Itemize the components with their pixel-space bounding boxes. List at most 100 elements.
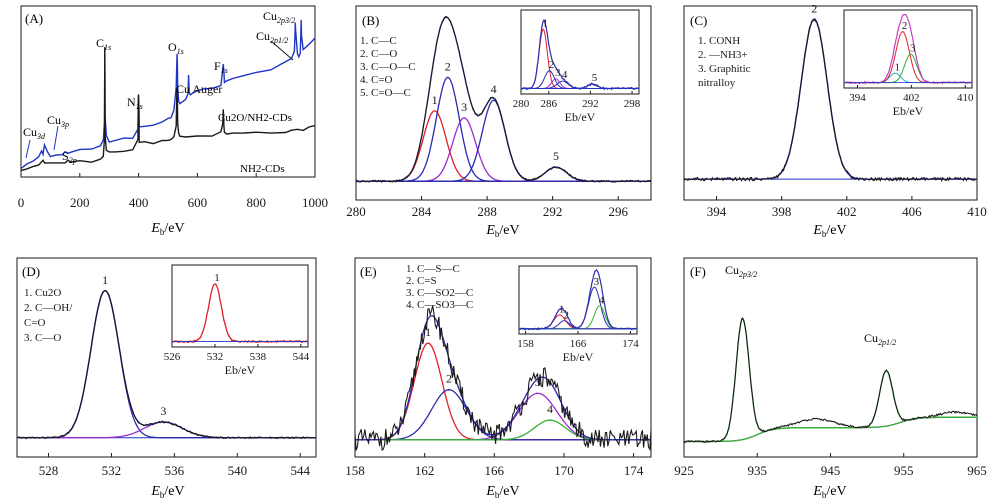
inset-tick-label: 532: [207, 351, 224, 363]
panel-a: 0 200 400 600 800 1000 (A) Cu3d Cu3p S2p C1s …: [18, 5, 328, 237]
panel-b-xlabel: Eb/eV: [485, 223, 519, 239]
legend-item-4: nitralloy: [698, 77, 736, 89]
peak-label-4: 4: [547, 402, 553, 416]
panel-d-frame: [16, 257, 317, 458]
inset-peak-label-1: 1: [542, 17, 548, 29]
fit-peak-1: [356, 110, 651, 182]
inset-xlabel: Eb/eV: [225, 363, 256, 377]
inset-tick-label: 292: [582, 98, 599, 110]
panel-a-annot-o1s: O1s: [168, 40, 184, 56]
panel-c-ticks: 394 398 402 406 410: [707, 196, 987, 219]
legend-item-4: 4. C—SO3—C: [406, 299, 473, 311]
panel-a-annot-cu3d: Cu3d: [23, 125, 46, 141]
peak-label-2: 2: [811, 1, 817, 15]
panel-a-annot-cu2p12: Cu2p1/2: [256, 29, 288, 45]
legend-item-2: 2. C—OH/: [24, 302, 73, 314]
series-line-cu2o-nh2-cds: [20, 19, 316, 170]
panel-a-series: [20, 19, 316, 172]
x-tick-label: 280: [346, 204, 366, 219]
panel-d-legend: 1. Cu2O 2. C—OH/C=O 3. C—O: [24, 287, 73, 344]
x-tick-label: 166: [485, 463, 505, 478]
panel-e: 158 162 166 170 174 12 34 (E) 1. C—S—C2. C=S3…: [345, 257, 652, 500]
x-tick-label: 394: [707, 204, 727, 219]
inset-peak-label-4: 4: [599, 294, 605, 306]
x-tick-label: 955: [894, 463, 914, 478]
legend-item-2: 2. —NH3+: [698, 49, 748, 61]
x-tick-label: 935: [748, 463, 768, 478]
inset-tick-label: 544: [293, 351, 310, 363]
inset-peak-label-1: 1: [559, 304, 565, 316]
panel-b-legend: 1. C—C2. C—O3. C—O—C4. C=O5. C=O—C: [360, 35, 416, 99]
inset-peak-label-2: 2: [563, 309, 569, 321]
legend-item-3: 3. C—O—C: [360, 61, 416, 73]
inset-peak-label-2: 2: [902, 20, 908, 32]
x-tick-label: 170: [554, 463, 574, 478]
raw-spectrum: [683, 317, 978, 444]
panel-d-label: (D): [22, 264, 40, 279]
x-tick-label: 544: [291, 463, 311, 478]
x-tick-label: 158: [345, 463, 365, 478]
x-tick-label: 528: [39, 463, 59, 478]
x-tick-label: 800: [246, 195, 266, 210]
panel-a-cu2p12-pointer: [270, 40, 294, 61]
panel-c-series: 2: [683, 1, 978, 183]
fit-peak-4: [356, 99, 651, 182]
peak-label-3: 3: [535, 375, 541, 389]
inset-tick-label: 298: [624, 98, 641, 110]
legend-item-5: 5. C=O—C: [360, 87, 411, 99]
x-tick-label: 288: [477, 204, 497, 219]
x-tick-label: 945: [821, 463, 841, 478]
peak-label-4: 4: [491, 82, 497, 96]
x-tick-label: 162: [415, 463, 435, 478]
x-tick-label: 296: [608, 204, 628, 219]
panel-f-annot-cu2p32: Cu2p3/2: [725, 263, 757, 279]
panel-a-legend-cu2o: Cu2O/NH2-CDs: [218, 112, 292, 124]
x-tick-label: 292: [543, 204, 563, 219]
panel-e-series: 12 34: [354, 305, 652, 452]
panel-e-frame: [354, 257, 652, 458]
inset-xlabel: Eb/eV: [563, 350, 594, 364]
legend-item-3: 3. C—SO2—C: [406, 287, 473, 299]
panel-e-inset: 1 2 3 4 158 166 174 Eb/eV: [517, 265, 639, 364]
inset-peak-label-1: 1: [894, 61, 900, 73]
panel-a-frame: [20, 5, 316, 178]
raw-spectrum: [355, 15, 652, 184]
peak-label-3: 3: [461, 100, 467, 114]
raw-spectrum: [354, 305, 652, 452]
panel-c-legend: 1. CONH 2. —NH3+ 3. Graphitic nitralloy: [698, 35, 751, 89]
legend-item-1: 1. Cu2O: [24, 287, 61, 299]
inset-frame: [843, 9, 973, 89]
inset-tick-label: 158: [517, 338, 534, 350]
inset-frame: [520, 9, 640, 95]
panel-a-annot-n1s: N1s: [127, 95, 143, 111]
inset-peak-label-2: 2: [549, 59, 555, 71]
fit-peak-cu2p32: [684, 317, 977, 443]
inset-xlabel: Eb/eV: [893, 104, 924, 118]
panel-c-frame: [683, 5, 978, 201]
panel-a-annot-f1s: F1s: [214, 59, 228, 75]
panel-b-ticks: 280 284 288 292 296: [346, 196, 628, 219]
inset-peak-label-3: 3: [555, 67, 561, 79]
legend-item-1: 1. C—C: [360, 35, 397, 47]
panel-f-label: (F): [690, 264, 706, 279]
x-tick-label: 925: [674, 463, 694, 478]
x-tick-label: 410: [967, 204, 987, 219]
legend-item-4: 4. C=O: [360, 74, 393, 86]
raw-spectrum: [17, 290, 317, 440]
panel-d-ticks: 528 532 536 540 544: [39, 453, 311, 478]
panel-a-annot-c1s: C1s: [96, 36, 111, 52]
x-tick-label: 402: [837, 204, 857, 219]
x-tick-label: 200: [70, 195, 90, 210]
panel-a-label: (A): [25, 11, 43, 26]
inset-peak-label-3: 3: [910, 42, 916, 54]
panel-e-label: (E): [360, 264, 377, 279]
panel-a-ticks: 0 200 400 600 800 1000: [18, 173, 328, 210]
peak-label-2: 2: [446, 372, 452, 386]
panel-f-ticks: 925 935 945 955 965: [674, 453, 987, 478]
inset-tick-label: 402: [903, 92, 920, 104]
inset-xlabel: Eb/eV: [565, 110, 596, 124]
panel-b-inset: 1 23 4 5 280 286 292 298 Eb/eV: [513, 9, 641, 124]
peak-label-5: 5: [553, 149, 559, 163]
